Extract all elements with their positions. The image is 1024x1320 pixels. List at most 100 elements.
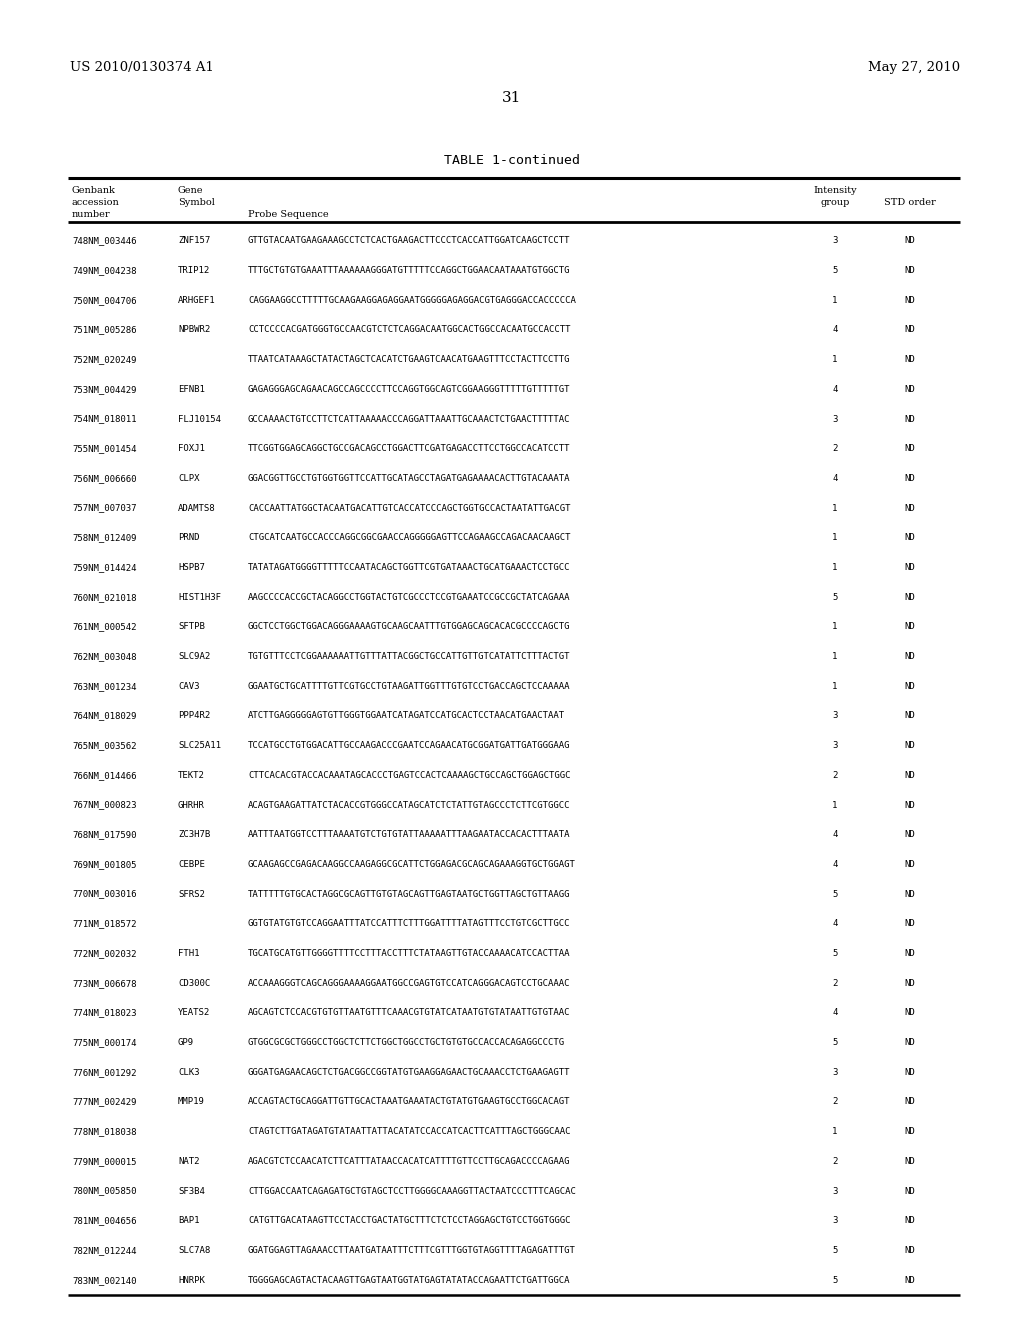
Text: 753NM_004429: 753NM_004429	[72, 385, 136, 393]
Text: 757NM_007037: 757NM_007037	[72, 504, 136, 512]
Text: TGGGGAGCAGTACTACAAGTTGAGTAATGGTATGAGTATATACCAGAATTCTGATTGGCA: TGGGGAGCAGTACTACAAGTTGAGTAATGGTATGAGTATA…	[248, 1275, 570, 1284]
Text: PRND: PRND	[178, 533, 200, 543]
Text: 761NM_000542: 761NM_000542	[72, 622, 136, 631]
Text: 3: 3	[833, 711, 838, 721]
Text: 5: 5	[833, 267, 838, 275]
Text: 2: 2	[833, 771, 838, 780]
Text: ND: ND	[904, 1097, 915, 1106]
Text: BAP1: BAP1	[178, 1216, 200, 1225]
Text: CTGCATCAATGCCACCCAGGCGGCGAACCAGGGGGAGTTCCAGAAGCCAGACAACAAGCT: CTGCATCAATGCCACCCAGGCGGCGAACCAGGGGGAGTTC…	[248, 533, 570, 543]
Text: 748NM_003446: 748NM_003446	[72, 236, 136, 246]
Text: GGATGGAGTTAGAAACCTTAATGATAATTTCTTTCGTTTGGTGTAGGTTTTAGAGATTTGT: GGATGGAGTTAGAAACCTTAATGATAATTTCTTTCGTTTG…	[248, 1246, 575, 1255]
Text: 4: 4	[833, 919, 838, 928]
Text: 783NM_002140: 783NM_002140	[72, 1275, 136, 1284]
Text: CTTCACACGTACCACAAATAGCACCCTGAGTCCACTCAAAAGCTGCCAGCTGGAGCTGGC: CTTCACACGTACCACAAATAGCACCCTGAGTCCACTCAAA…	[248, 771, 570, 780]
Text: ND: ND	[904, 474, 915, 483]
Text: AGCAGTCTCCACGTGTGTTAATGTTTCAAACGTGTATCATAATGTGTATAATTGTGTAAC: AGCAGTCTCCACGTGTGTTAATGTTTCAAACGTGTATCAT…	[248, 1008, 570, 1018]
Text: ND: ND	[904, 236, 915, 246]
Text: 763NM_001234: 763NM_001234	[72, 681, 136, 690]
Text: CAV3: CAV3	[178, 681, 200, 690]
Text: ND: ND	[904, 622, 915, 631]
Text: 3: 3	[833, 741, 838, 750]
Text: Genbank: Genbank	[72, 186, 116, 195]
Text: TTTGCTGTGTGAAATTTAAAAAAGGGATGTTTTTCCAGGCTGGAACAATAAATGTGGCTG: TTTGCTGTGTGAAATTTAAAAAAGGGATGTTTTTCCAGGC…	[248, 267, 570, 275]
Text: ND: ND	[904, 830, 915, 840]
Text: FTH1: FTH1	[178, 949, 200, 958]
Text: AGACGTCTCCAACATCTTCATTTATAACCACATCATTTTGTTCCTTGCAGACCCCAGAAG: AGACGTCTCCAACATCTTCATTTATAACCACATCATTTTG…	[248, 1156, 570, 1166]
Text: ND: ND	[904, 1127, 915, 1137]
Text: TABLE 1-continued: TABLE 1-continued	[444, 153, 580, 166]
Text: 767NM_000823: 767NM_000823	[72, 800, 136, 809]
Text: 4: 4	[833, 830, 838, 840]
Text: SFRS2: SFRS2	[178, 890, 205, 899]
Text: CD300C: CD300C	[178, 978, 210, 987]
Text: 1: 1	[833, 533, 838, 543]
Text: 778NM_018038: 778NM_018038	[72, 1127, 136, 1137]
Text: SFTPB: SFTPB	[178, 622, 205, 631]
Text: 4: 4	[833, 326, 838, 334]
Text: 5: 5	[833, 1038, 838, 1047]
Text: 4: 4	[833, 859, 838, 869]
Text: ATCTTGAGGGGGAGTGTTGGGTGGAATCATAGATCCATGCACTCCTAACATGAACTAAT: ATCTTGAGGGGGAGTGTTGGGTGGAATCATAGATCCATGC…	[248, 711, 565, 721]
Text: 1: 1	[833, 681, 838, 690]
Text: TATTTTTGTGCACTAGGCGCAGTTGTGTAGCAGTTGAGTAATGCTGGTTAGCTGTTAAGG: TATTTTTGTGCACTAGGCGCAGTTGTGTAGCAGTTGAGTA…	[248, 890, 570, 899]
Text: ND: ND	[904, 1008, 915, 1018]
Text: TGTGTTTCCTCGGAAAAAATTGTTTATTACGGCTGCCATTGTTGTCATATTCTTTACTGT: TGTGTTTCCTCGGAAAAAATTGTTTATTACGGCTGCCATT…	[248, 652, 570, 661]
Text: ND: ND	[904, 504, 915, 512]
Text: 755NM_001454: 755NM_001454	[72, 445, 136, 453]
Text: FLJ10154: FLJ10154	[178, 414, 221, 424]
Text: GCCAAAACTGTCCTTCTCATTAAAAACCCAGGATTAAATTGCAAACTCTGAACTTTTTAC: GCCAAAACTGTCCTTCTCATTAAAAACCCAGGATTAAATT…	[248, 414, 570, 424]
Text: 3: 3	[833, 414, 838, 424]
Text: STD order: STD order	[884, 198, 936, 207]
Text: CCTCCCCACGATGGGTGCCAACGTCTCTCAGGACAATGGCACTGGCCACAATGCCACCTT: CCTCCCCACGATGGGTGCCAACGTCTCTCAGGACAATGGC…	[248, 326, 570, 334]
Text: 1: 1	[833, 564, 838, 572]
Text: ACCAAAGGGTCAGCAGGGAAAAGGAATGGCCGAGTGTCCATCAGGGACAGTCCTGCAAAC: ACCAAAGGGTCAGCAGGGAAAAGGAATGGCCGAGTGTCCA…	[248, 978, 570, 987]
Text: ND: ND	[904, 890, 915, 899]
Text: 5: 5	[833, 593, 838, 602]
Text: ND: ND	[904, 949, 915, 958]
Text: 768NM_017590: 768NM_017590	[72, 830, 136, 840]
Text: TATATAGATGGGGTTTTTCCAATACAGCTGGTTCGTGATAAACTGCATGAAACTCCTGCC: TATATAGATGGGGTTTTTCCAATACAGCTGGTTCGTGATA…	[248, 564, 570, 572]
Text: HSPB7: HSPB7	[178, 564, 205, 572]
Text: 769NM_001805: 769NM_001805	[72, 859, 136, 869]
Text: ND: ND	[904, 564, 915, 572]
Text: ND: ND	[904, 859, 915, 869]
Text: 2: 2	[833, 1097, 838, 1106]
Text: 1: 1	[833, 652, 838, 661]
Text: ND: ND	[904, 326, 915, 334]
Text: 750NM_004706: 750NM_004706	[72, 296, 136, 305]
Text: CEBPE: CEBPE	[178, 859, 205, 869]
Text: GAGAGGGAGCAGAACAGCCAGCCCCTTCCAGGTGGCAGTCGGAAGGGTTTTTGTTTTTGT: GAGAGGGAGCAGAACAGCCAGCCCCTTCCAGGTGGCAGTC…	[248, 385, 570, 393]
Text: GTGGCGCGCTGGGCCTGGCTCTTCTGGCTGGCCTGCTGTGTGCCACCACAGAGGCCCTG: GTGGCGCGCTGGGCCTGGCTCTTCTGGCTGGCCTGCTGTG…	[248, 1038, 565, 1047]
Text: ND: ND	[904, 593, 915, 602]
Text: GP9: GP9	[178, 1038, 195, 1047]
Text: 751NM_005286: 751NM_005286	[72, 326, 136, 334]
Text: 5: 5	[833, 949, 838, 958]
Text: US 2010/0130374 A1: US 2010/0130374 A1	[70, 62, 214, 74]
Text: 3: 3	[833, 1068, 838, 1077]
Text: MMP19: MMP19	[178, 1097, 205, 1106]
Text: Symbol: Symbol	[178, 198, 215, 207]
Text: AAGCCCCACCGCTACAGGCCTGGTACTGTCGCCCTCCGTGAAATCCGCCGCTATCAGAAA: AAGCCCCACCGCTACAGGCCTGGTACTGTCGCCCTCCGTG…	[248, 593, 570, 602]
Text: 776NM_001292: 776NM_001292	[72, 1068, 136, 1077]
Text: 2: 2	[833, 1156, 838, 1166]
Text: 5: 5	[833, 890, 838, 899]
Text: GGACGGTTGCCTGTGGTGGTTCCATTGCATAGCCTAGATGAGAAAACACTTGTACAAATA: GGACGGTTGCCTGTGGTGGTTCCATTGCATAGCCTAGATG…	[248, 474, 570, 483]
Text: CLK3: CLK3	[178, 1068, 200, 1077]
Text: 2: 2	[833, 978, 838, 987]
Text: 5: 5	[833, 1246, 838, 1255]
Text: 766NM_014466: 766NM_014466	[72, 771, 136, 780]
Text: ND: ND	[904, 1187, 915, 1196]
Text: May 27, 2010: May 27, 2010	[868, 62, 961, 74]
Text: ND: ND	[904, 414, 915, 424]
Text: group: group	[820, 198, 850, 207]
Text: TCCATGCCTGTGGACATTGCCAAGACCCGAATCCAGAACATGCGGATGATTGATGGGAAG: TCCATGCCTGTGGACATTGCCAAGACCCGAATCCAGAACA…	[248, 741, 570, 750]
Text: ZNF157: ZNF157	[178, 236, 210, 246]
Text: CTTGGACCAATCAGAGATGCTGTAGCTCCTTGGGGCAAAGGTTACTAATCCCTTTCAGCAC: CTTGGACCAATCAGAGATGCTGTAGCTCCTTGGGGCAAAG…	[248, 1187, 575, 1196]
Text: ND: ND	[904, 681, 915, 690]
Text: CLPX: CLPX	[178, 474, 200, 483]
Text: 759NM_014424: 759NM_014424	[72, 564, 136, 572]
Text: PPP4R2: PPP4R2	[178, 711, 210, 721]
Text: GGGATGAGAACAGCTCTGACGGCCGGTATGTGAAGGAGAACTGCAAACCTCTGAAGAGTT: GGGATGAGAACAGCTCTGACGGCCGGTATGTGAAGGAGAA…	[248, 1068, 570, 1077]
Text: HNRPK: HNRPK	[178, 1275, 205, 1284]
